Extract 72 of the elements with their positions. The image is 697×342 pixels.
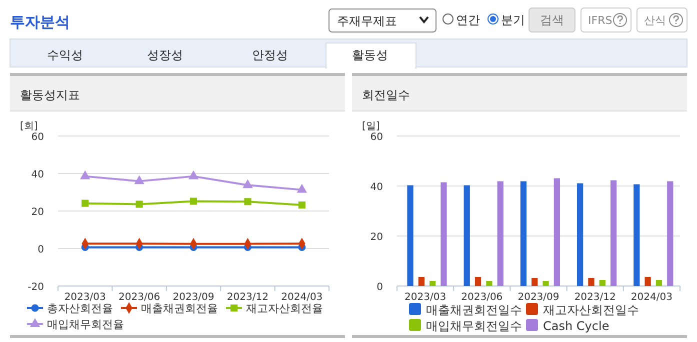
legend-label: 매입채무회전율: [47, 318, 124, 331]
legend-label: 총자산회전율: [47, 302, 113, 315]
bar: [464, 185, 470, 286]
text: 주재무제표: [337, 14, 397, 28]
text: IFRS: [588, 14, 612, 27]
text: 투자분석: [10, 13, 70, 31]
y-tick-label: 0: [38, 244, 44, 256]
bar: [418, 277, 424, 286]
legend-label: 재고자산회전율: [246, 302, 323, 315]
text: 활동성: [352, 48, 388, 62]
x-tick-label: 2023/03: [404, 292, 446, 303]
text: 성장성: [147, 48, 183, 62]
y-tick-label: 0: [376, 282, 383, 293]
bar: [588, 278, 594, 286]
chart-title: 회전일수: [362, 88, 410, 102]
bar: [474, 277, 482, 286]
x-tick-label: 2023/12: [226, 292, 268, 303]
point: [80, 170, 90, 180]
point: [188, 170, 199, 180]
bar: [599, 280, 606, 286]
point: [134, 175, 144, 184]
legend-label: 매출채권회전일수: [426, 303, 522, 317]
chart-title: 활동성지표: [20, 88, 80, 102]
text: 연간: [456, 13, 480, 27]
x-tick-label: 2023/09: [518, 292, 560, 303]
point: [298, 201, 306, 209]
y-tick-label: -20: [28, 282, 44, 293]
point: [82, 200, 89, 207]
legend-label: 재고자산회전일수: [543, 303, 639, 317]
text: 안정성: [252, 48, 288, 62]
x-tick-label: 2024/03: [630, 292, 672, 303]
bar: [440, 182, 447, 286]
y-tick-label: 40: [31, 170, 44, 180]
point: [242, 179, 253, 188]
bar: [656, 280, 662, 286]
y-tick-label: 40: [370, 182, 383, 193]
bar: [542, 281, 549, 286]
y-tick-label: 60: [31, 132, 44, 143]
text: 분기: [501, 13, 525, 27]
text: 수익성: [47, 48, 83, 62]
bar: [520, 181, 527, 286]
bar: [576, 183, 584, 286]
y-tick-label: 20: [31, 207, 44, 218]
x-tick-label: 2023/06: [118, 292, 160, 303]
x-tick-label: 2024/03: [281, 292, 323, 303]
y-axis-title: [회]: [20, 121, 38, 132]
x-tick-label: 2023/12: [574, 292, 616, 303]
x-tick-label: 2023/03: [64, 292, 106, 303]
x-tick-label: 2023/09: [172, 292, 214, 303]
legend-label: 매입채무회전일수: [426, 319, 522, 333]
bar: [430, 281, 436, 286]
bar: [532, 278, 538, 286]
bar: [407, 185, 414, 286]
bar: [497, 181, 504, 286]
bar: [634, 184, 640, 286]
point: [244, 198, 252, 206]
point: [136, 200, 143, 208]
legend-label: Cash Cycle: [543, 319, 610, 333]
bar: [610, 180, 617, 286]
text: 검색: [540, 13, 564, 27]
text: 산식: [644, 14, 666, 27]
bar: [554, 178, 560, 286]
bar: [667, 181, 674, 286]
legend-label: 매출채권회전율: [141, 302, 218, 315]
bar: [486, 281, 492, 286]
point: [190, 198, 198, 205]
y-axis-title: [일]: [362, 121, 380, 132]
bar: [644, 277, 651, 286]
y-tick-label: 60: [370, 132, 383, 143]
x-tick-label: 2023/06: [461, 292, 503, 303]
point: [296, 184, 307, 193]
y-tick-label: 20: [370, 232, 383, 243]
